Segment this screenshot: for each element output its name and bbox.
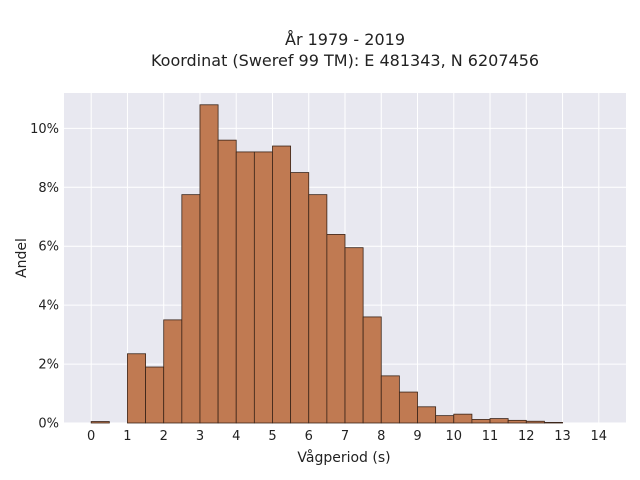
bars	[90, 104, 563, 424]
histogram-bar	[308, 194, 328, 424]
x-tick-label: 13	[554, 429, 571, 444]
x-tick-label: 4	[232, 429, 240, 444]
x-axis-label: Vågperiod (s)	[297, 449, 390, 466]
histogram-bar	[525, 420, 545, 424]
y-tick-label: 6%	[38, 240, 59, 255]
histogram-bar	[145, 366, 165, 424]
histogram-bar	[290, 172, 310, 424]
histogram-bar	[90, 421, 110, 424]
histogram-bar	[380, 375, 400, 424]
y-axis-ticks: 0% 2% 4% 6% 8% 10%	[30, 122, 59, 432]
histogram-bar	[326, 234, 346, 424]
histogram-bar	[453, 413, 473, 424]
histogram-bar	[199, 104, 219, 424]
x-tick-label: 6	[305, 429, 313, 444]
x-tick-label: 14	[591, 429, 608, 444]
histogram-bar	[344, 247, 364, 424]
y-tick-label: 10%	[30, 122, 59, 137]
histogram-bar	[417, 406, 437, 424]
x-tick-label: 12	[518, 429, 535, 444]
histogram-bar	[163, 319, 183, 424]
x-tick-label: 0	[87, 429, 95, 444]
histogram-bar	[489, 418, 509, 424]
x-tick-label: 5	[268, 429, 276, 444]
y-tick-label: 2%	[38, 358, 59, 373]
histogram-bar	[362, 316, 382, 424]
y-axis-label: Andel	[14, 238, 30, 278]
histogram-bar	[181, 194, 201, 424]
histogram-bar	[217, 139, 237, 424]
histogram-bar	[235, 151, 255, 424]
x-tick-label: 9	[413, 429, 421, 444]
x-tick-label: 7	[341, 429, 349, 444]
x-tick-label: 8	[377, 429, 385, 444]
x-axis-ticks: 0 1 2 3 4 5 6 7 8 9 10 11 12 13 14	[87, 429, 607, 444]
x-tick-label: 10	[446, 429, 463, 444]
histogram-bar	[272, 145, 292, 424]
histogram-bar	[435, 415, 455, 424]
histogram-bar	[127, 353, 146, 424]
histogram-bar	[398, 391, 418, 424]
x-tick-label: 11	[482, 429, 499, 444]
histogram-bar	[544, 422, 563, 424]
y-tick-label: 4%	[38, 299, 59, 314]
x-tick-label: 1	[123, 429, 131, 444]
x-tick-label: 3	[196, 429, 204, 444]
y-tick-label: 0%	[38, 417, 59, 432]
grid	[64, 93, 626, 424]
histogram-bar	[471, 419, 491, 424]
chart-title: År 1979 - 2019	[285, 30, 405, 49]
histogram-bar	[507, 419, 527, 424]
chart-subtitle: Koordinat (Sweref 99 TM): E 481343, N 62…	[151, 51, 539, 70]
y-tick-label: 8%	[38, 181, 59, 196]
x-tick-label: 2	[160, 429, 168, 444]
histogram-bar	[253, 151, 273, 424]
